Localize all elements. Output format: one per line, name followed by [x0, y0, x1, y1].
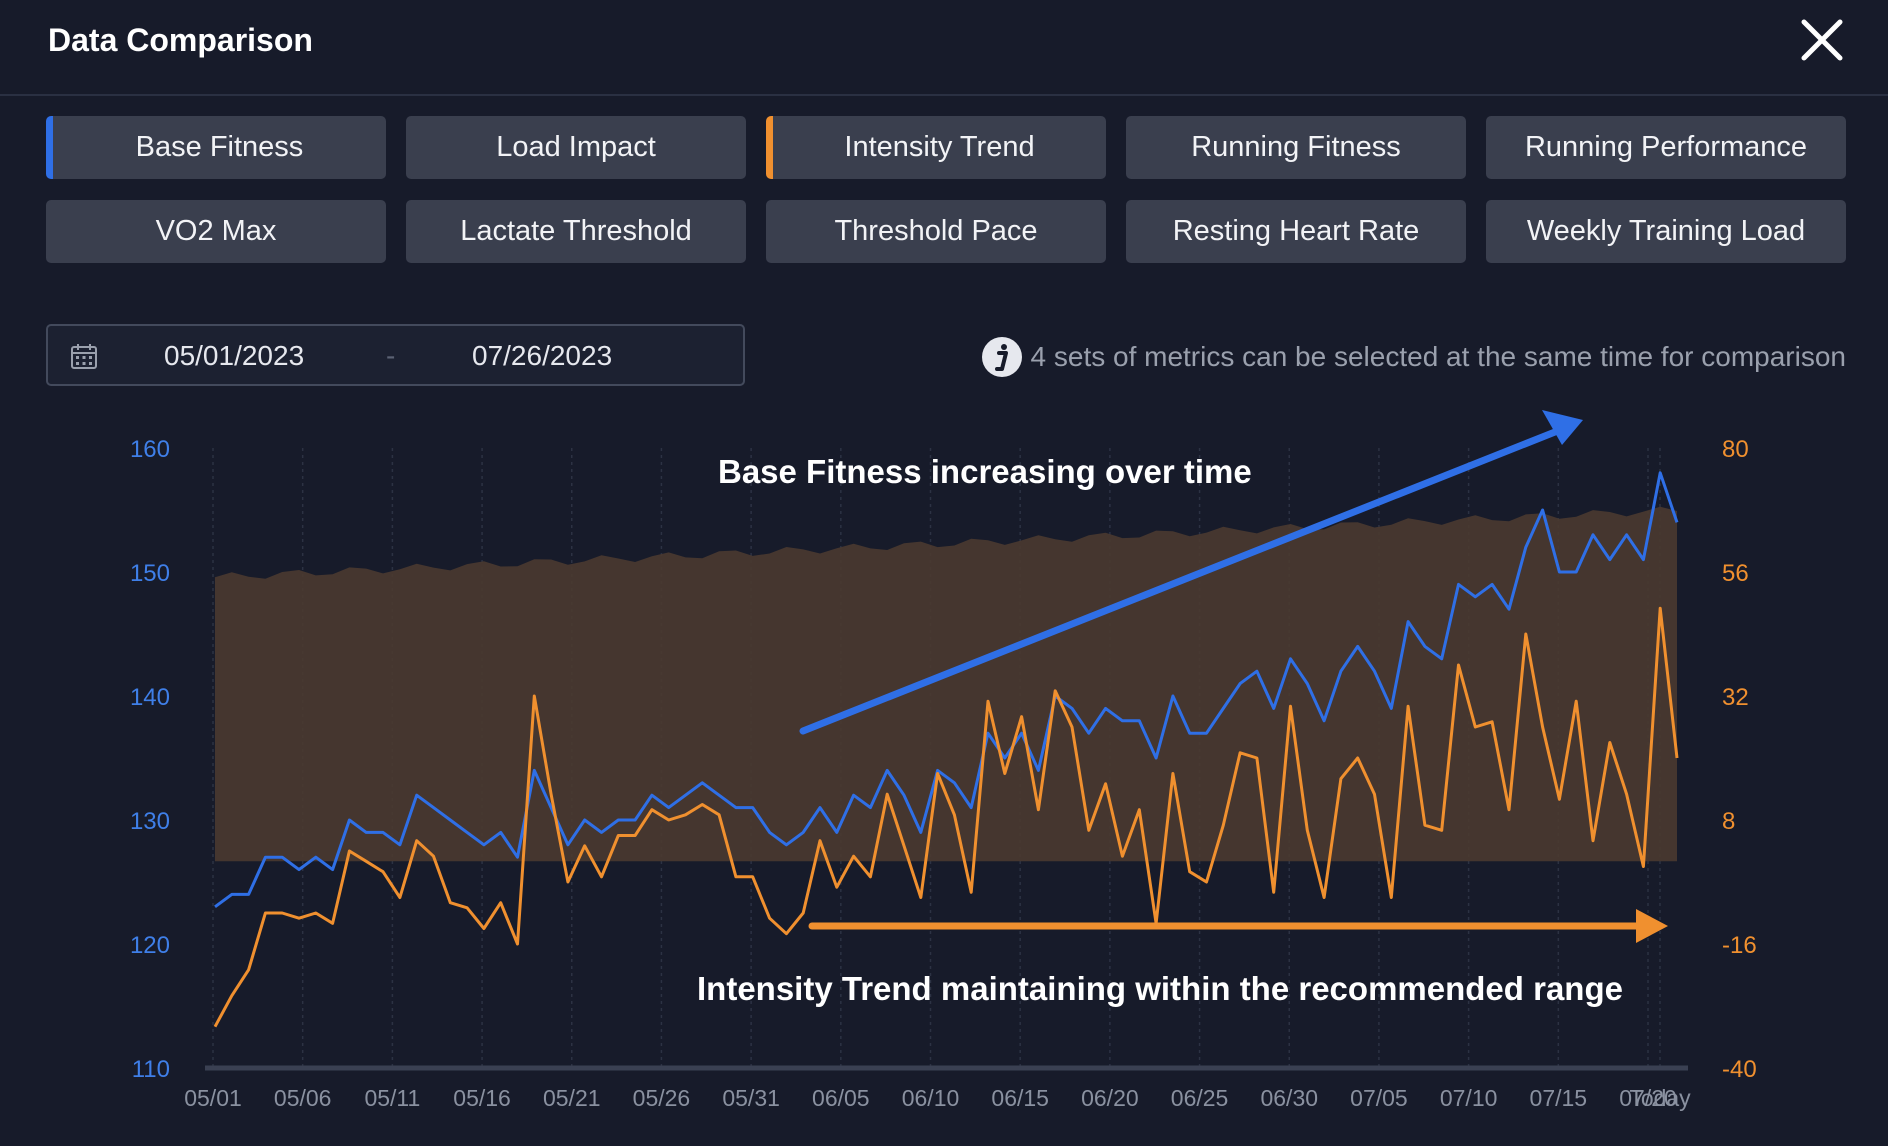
dialog-title: Data Comparison	[48, 22, 313, 58]
metric-button-intensity-trend[interactable]: Intensity Trend	[766, 116, 1106, 179]
metric-button-load-impact[interactable]: Load Impact	[406, 116, 746, 179]
y-right-tick-label: -40	[1722, 1056, 1757, 1083]
y-right-tick-label: 8	[1722, 808, 1735, 835]
x-tick-label: 05/11	[364, 1085, 420, 1111]
x-tick-label: 07/15	[1530, 1085, 1588, 1111]
x-tick-label: 05/06	[274, 1085, 332, 1111]
x-tick-label: 05/01	[184, 1085, 242, 1111]
date-range-picker[interactable]: 05/01/2023 - 07/26/2023	[46, 324, 745, 386]
trend-flat-arrow-head	[1636, 909, 1668, 943]
metric-button-base-fitness[interactable]: Base Fitness	[46, 116, 386, 179]
close-icon[interactable]	[1796, 14, 1848, 66]
y-left-tick-label: 150	[130, 560, 170, 587]
recommended-range-band	[215, 506, 1677, 862]
x-tick-label: 06/15	[991, 1085, 1049, 1111]
start-date[interactable]: 05/01/2023	[164, 340, 305, 371]
y-left-tick-label: 130	[130, 808, 170, 835]
calendar-icon	[71, 344, 97, 369]
metric-button-running-performance[interactable]: Running Performance	[1486, 116, 1846, 179]
x-tick-label: 05/16	[453, 1085, 511, 1111]
y-right-tick-label: 56	[1722, 560, 1749, 587]
x-tick-label: 07/20	[1619, 1085, 1677, 1111]
metric-button-lactate-threshold[interactable]: Lactate Threshold	[406, 200, 746, 263]
y-left-tick-label: 120	[130, 932, 170, 959]
info-icon	[981, 337, 1022, 377]
x-tick-label: 05/26	[633, 1085, 691, 1111]
x-tick-label: 07/10	[1440, 1085, 1498, 1111]
comparison-hint: 4 sets of metrics can be selected at the…	[981, 336, 1846, 378]
annotation-base-fitness: Base Fitness increasing over time	[718, 453, 1252, 490]
y-left-tick-label: 160	[130, 436, 170, 463]
y-left-tick-label: 140	[130, 684, 170, 711]
x-tick-label: 06/30	[1260, 1085, 1318, 1111]
metric-button-running-fitness[interactable]: Running Fitness	[1126, 116, 1466, 179]
x-tick-label: 05/21	[543, 1085, 601, 1111]
x-tick-label: 06/20	[1081, 1085, 1139, 1111]
x-tick-label: Today	[1629, 1085, 1691, 1111]
metric-button-weekly-training-load[interactable]: Weekly Training Load	[1486, 200, 1846, 263]
y-right-tick-label: 32	[1722, 684, 1749, 711]
metric-button-threshold-pace[interactable]: Threshold Pace	[766, 200, 1106, 263]
metric-button-resting-heart-rate[interactable]: Resting Heart Rate	[1126, 200, 1466, 263]
end-date[interactable]: 07/26/2023	[472, 340, 613, 371]
x-tick-label: 06/05	[812, 1085, 870, 1111]
metric-button-vo2-max[interactable]: VO2 Max	[46, 200, 386, 263]
y-right-tick-label: -16	[1722, 932, 1757, 959]
dialog-header: Data Comparison	[0, 0, 1888, 96]
x-tick-label: 06/25	[1171, 1085, 1229, 1111]
date-separator: -	[386, 340, 396, 371]
annotation-intensity-trend: Intensity Trend maintaining within the r…	[697, 970, 1623, 1007]
trend-up-arrow-shaft	[799, 426, 1564, 735]
hint-text: 4 sets of metrics can be selected at the…	[1030, 341, 1846, 372]
x-tick-label: 05/31	[722, 1085, 780, 1111]
x-tick-label: 07/05	[1350, 1085, 1408, 1111]
trend-up-arrow-head	[1542, 410, 1583, 445]
base-fitness-line	[214, 471, 1679, 909]
intensity-trend-line	[213, 606, 1679, 1028]
y-right-tick-label: 80	[1722, 436, 1749, 463]
x-tick-label: 06/10	[902, 1085, 960, 1111]
y-left-tick-label: 110	[132, 1056, 170, 1083]
